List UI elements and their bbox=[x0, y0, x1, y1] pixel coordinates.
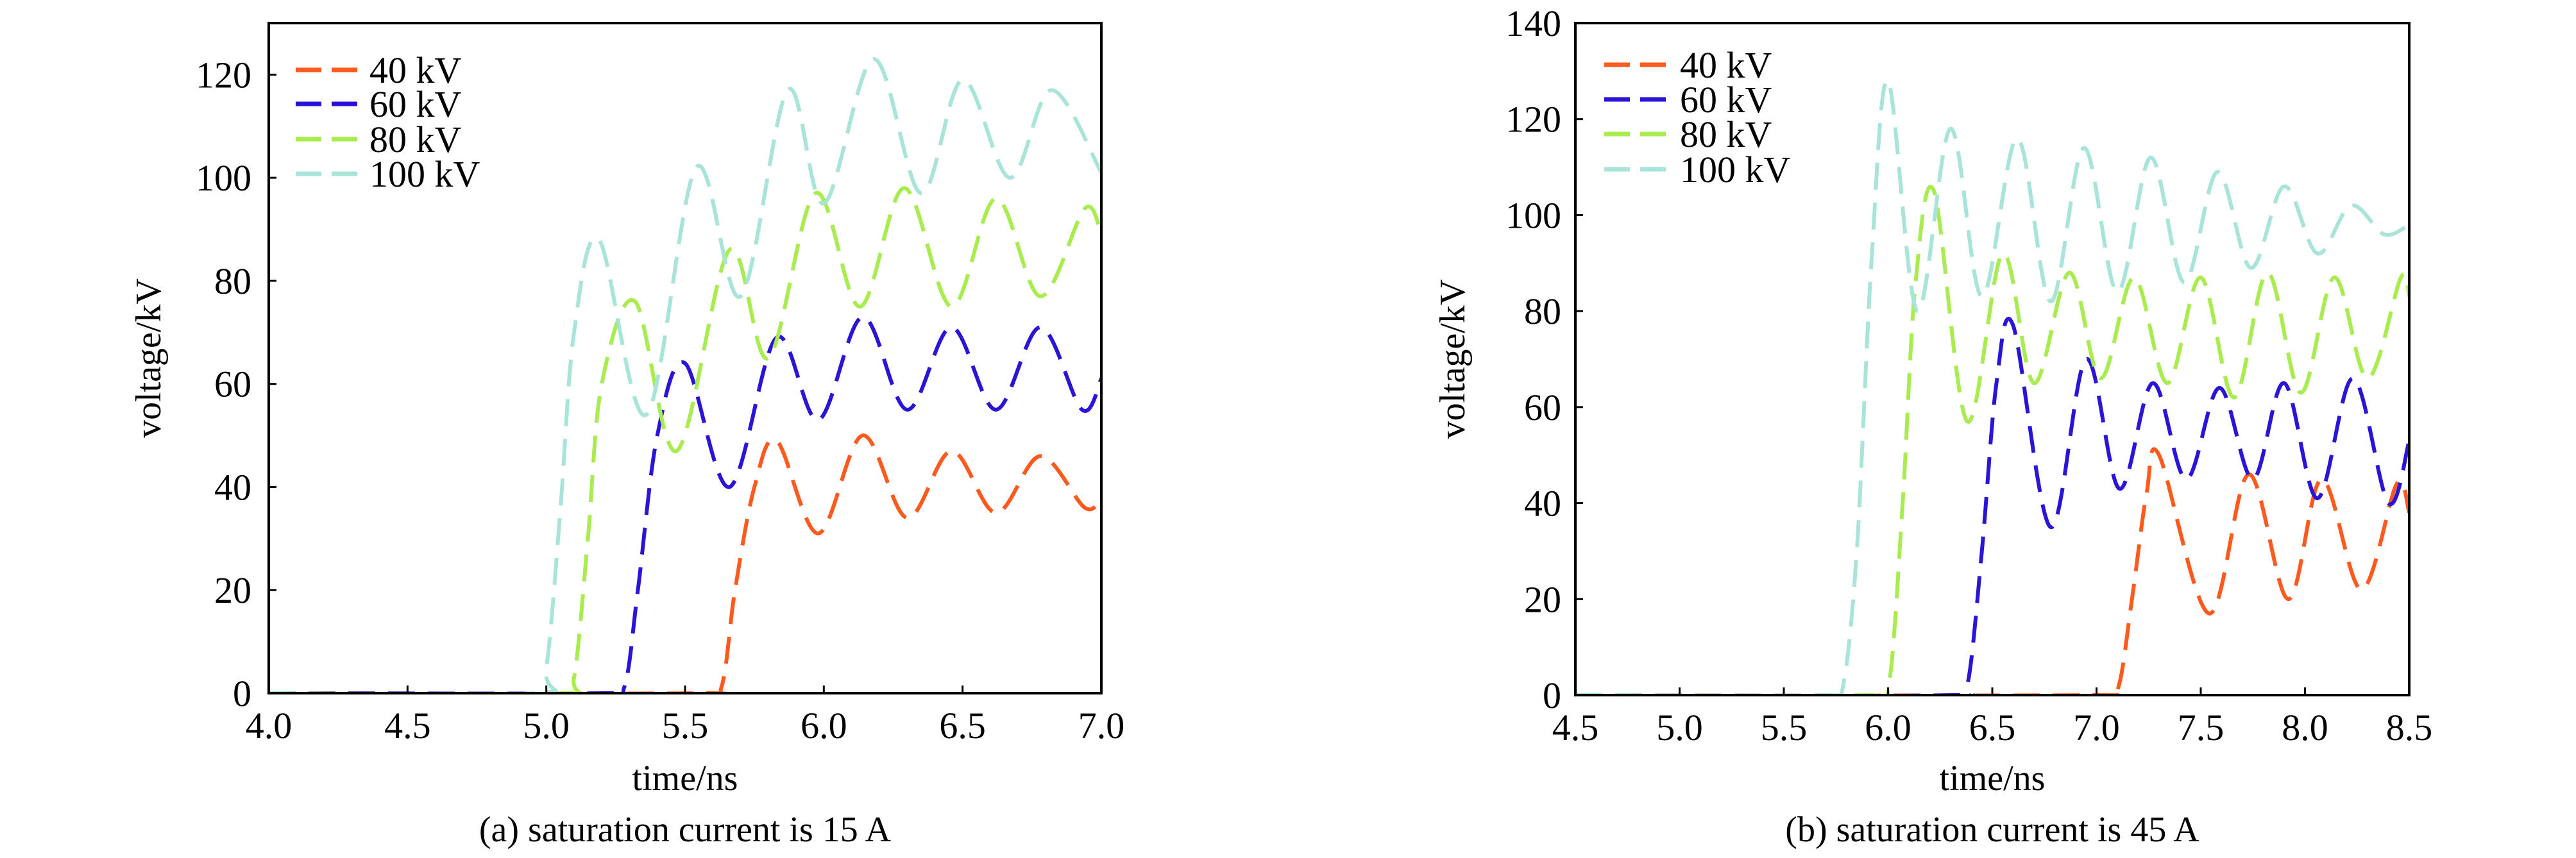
x-tick-label: 6.0 bbox=[801, 705, 847, 746]
y-tick-label: 100 bbox=[196, 157, 251, 199]
series-line-40kv bbox=[1575, 447, 2409, 695]
legend-label: 80 kV bbox=[369, 119, 462, 160]
chart-caption: (a) saturation current is 15 A bbox=[479, 810, 892, 850]
x-tick-label: 5.5 bbox=[1761, 707, 1808, 748]
x-tick-label: 5.0 bbox=[1656, 707, 1703, 748]
y-tick-label: 120 bbox=[196, 54, 251, 96]
x-axis-label: time/ns bbox=[632, 759, 738, 798]
x-tick-label: 8.5 bbox=[2386, 707, 2433, 748]
series-line-100kv bbox=[1575, 78, 2409, 695]
legend-label: 40 kV bbox=[369, 49, 462, 91]
y-tick-label: 100 bbox=[1505, 194, 1561, 236]
y-axis-label: voltage/kV bbox=[129, 278, 169, 438]
y-tick-label: 40 bbox=[1524, 483, 1561, 525]
x-tick-label: 4.0 bbox=[246, 705, 292, 746]
y-axis-label: voltage/kV bbox=[1433, 280, 1473, 439]
y-tick-label: 20 bbox=[1524, 578, 1561, 620]
x-tick-label: 5.5 bbox=[662, 705, 709, 746]
legend-label: 80 kV bbox=[1680, 114, 1772, 155]
legend-label: 60 kV bbox=[1680, 79, 1772, 121]
series-line-80kv bbox=[1575, 185, 2409, 695]
x-tick-label: 7.0 bbox=[2073, 707, 2120, 748]
x-tick-label: 4.5 bbox=[384, 705, 431, 746]
x-tick-label: 6.5 bbox=[939, 705, 986, 746]
series-line-60kv bbox=[269, 315, 1101, 693]
legend-label: 40 kV bbox=[1680, 44, 1772, 86]
x-tick-label: 4.5 bbox=[1552, 707, 1599, 748]
x-tick-label: 6.0 bbox=[1865, 707, 1911, 748]
y-tick-label: 60 bbox=[1524, 387, 1561, 428]
x-tick-label: 5.0 bbox=[523, 705, 570, 746]
y-tick-label: 80 bbox=[1524, 290, 1561, 332]
y-tick-label: 60 bbox=[214, 364, 251, 405]
x-tick-label: 8.0 bbox=[2282, 707, 2328, 748]
chart-caption: (b) saturation current is 45 A bbox=[1785, 810, 2199, 850]
chart-panel-b: 4.5 5.0 5.5 6.0 6.5 7.0 7.5 8.0 8.5 0 20 40 60 80 100 1… bbox=[1433, 3, 2432, 850]
chart-panel-a: 4.0 4.5 5.0 5.5 6.0 6.5 7.0 0 20 40 60 80 100 120 time… bbox=[129, 22, 1125, 850]
series-line-60kv bbox=[1575, 317, 2409, 695]
series-line-40kv bbox=[269, 433, 1101, 693]
y-tick-label: 40 bbox=[214, 466, 251, 508]
series-line-100kv bbox=[269, 57, 1101, 693]
legend-label: 60 kV bbox=[369, 83, 462, 125]
y-tick-label: 0 bbox=[233, 673, 251, 714]
y-tick-label: 20 bbox=[214, 569, 251, 611]
y-tick-label: 140 bbox=[1505, 3, 1561, 44]
x-tick-label: 7.0 bbox=[1078, 705, 1125, 746]
x-axis-label: time/ns bbox=[1940, 759, 2046, 798]
x-tick-label: 7.5 bbox=[2178, 707, 2224, 748]
legend-label: 100 kV bbox=[1680, 149, 1791, 190]
y-tick-label: 0 bbox=[1543, 675, 1561, 716]
x-tick-label: 6.5 bbox=[1969, 707, 2016, 748]
series-line-80kv bbox=[269, 186, 1101, 693]
y-tick-label: 120 bbox=[1505, 99, 1561, 140]
y-tick-label: 80 bbox=[214, 260, 251, 302]
legend-label: 100 kV bbox=[369, 153, 480, 195]
